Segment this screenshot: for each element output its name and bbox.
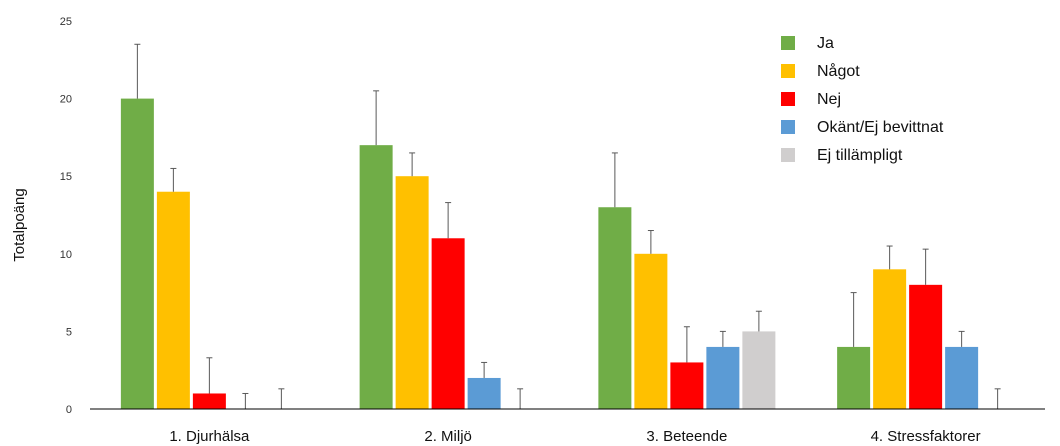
bar-ja xyxy=(598,207,632,409)
legend-label: Okänt/Ej bevittnat xyxy=(817,119,944,136)
y-tick-label: 0 xyxy=(66,404,72,416)
bar-n-got xyxy=(634,253,668,409)
bar-ja xyxy=(837,346,871,409)
legend-label: Något xyxy=(817,62,860,80)
legend-swatch xyxy=(781,36,795,50)
legend-swatch xyxy=(781,64,795,78)
y-tick-label: 5 xyxy=(66,326,72,338)
y-axis-label: Totalpoäng xyxy=(11,188,28,261)
legend-swatch xyxy=(781,148,795,162)
legend-label: Ej tillämpligt xyxy=(817,147,903,164)
legend: Ja Något Nej Okänt/Ej bevittnat Ej tillämpli… xyxy=(781,35,944,164)
bar-n-got xyxy=(395,176,429,409)
bar-nej xyxy=(431,238,465,409)
y-tick-label: 10 xyxy=(60,249,72,261)
bar-nej xyxy=(909,284,943,409)
legend-swatch xyxy=(781,92,795,106)
bar-n-got xyxy=(873,269,907,409)
y-tick-label: 25 xyxy=(60,16,72,28)
category-label: 4. Stressfaktorer xyxy=(871,428,981,445)
category-label: 2. Miljö xyxy=(424,428,472,445)
bar-ok-nt-ej-bevittnat xyxy=(945,346,979,409)
y-tick-label: 20 xyxy=(60,94,72,106)
bar-nej xyxy=(670,362,704,409)
bar-nej xyxy=(192,393,226,409)
y-tick-label: 15 xyxy=(60,171,72,183)
category-label: 1. Djurhälsa xyxy=(169,428,250,445)
legend-label: Nej xyxy=(817,91,841,108)
bar-ok-nt-ej-bevittnat xyxy=(706,346,740,409)
bar-ej-till-mpligt xyxy=(742,331,776,409)
bar-ok-nt-ej-bevittnat xyxy=(467,377,501,409)
legend-label: Ja xyxy=(817,35,834,52)
bar-ja xyxy=(359,145,393,409)
legend-swatch xyxy=(781,120,795,134)
bar-ja xyxy=(120,98,154,409)
bar-n-got xyxy=(156,191,190,409)
category-label: 3. Beteende xyxy=(646,428,727,445)
